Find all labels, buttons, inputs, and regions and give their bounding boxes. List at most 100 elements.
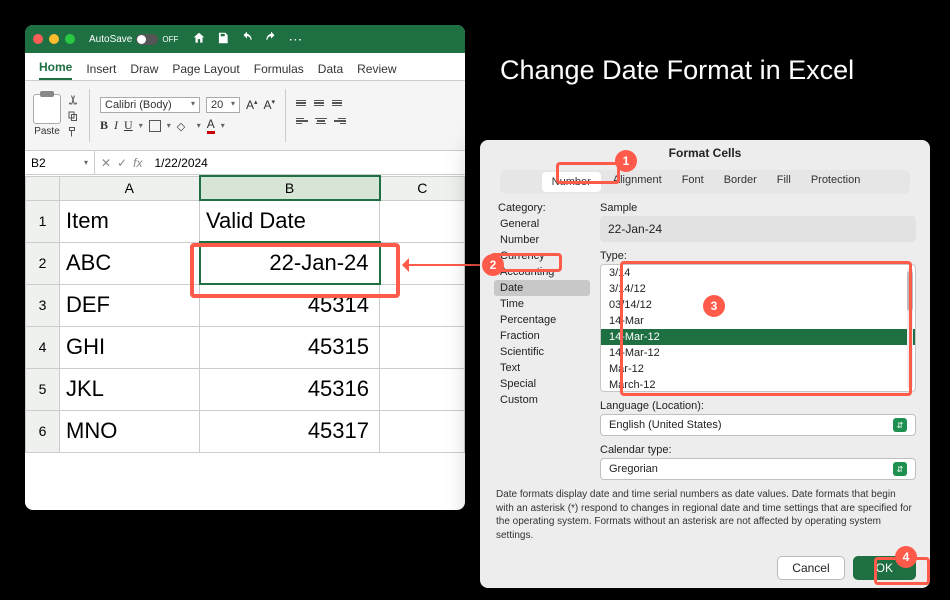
- cat-item[interactable]: Fraction: [494, 328, 590, 344]
- tab-fill[interactable]: Fill: [767, 170, 801, 194]
- tab-data[interactable]: Data: [318, 62, 343, 80]
- ok-button[interactable]: OK: [853, 556, 916, 580]
- alignment-group[interactable]: [296, 100, 346, 132]
- cell[interactable]: 45317: [200, 410, 380, 452]
- cell[interactable]: [380, 368, 465, 410]
- type-item[interactable]: 03/14/12: [601, 297, 915, 313]
- select-all-corner[interactable]: [26, 176, 60, 200]
- cat-item[interactable]: Time: [494, 296, 590, 312]
- col-header-a[interactable]: A: [60, 176, 200, 200]
- increase-font-icon[interactable]: A▴: [246, 98, 258, 112]
- tab-border[interactable]: Border: [714, 170, 767, 194]
- type-item[interactable]: 14-Mar-12: [601, 345, 915, 361]
- decrease-font-icon[interactable]: A▾: [264, 98, 276, 112]
- cell[interactable]: [380, 410, 465, 452]
- type-item[interactable]: 3/14/12: [601, 281, 915, 297]
- minimize-icon[interactable]: [49, 34, 59, 44]
- tab-protection[interactable]: Protection: [801, 170, 871, 194]
- cat-item[interactable]: Percentage: [494, 312, 590, 328]
- cell[interactable]: 45314: [200, 284, 380, 326]
- cat-item[interactable]: Number: [494, 232, 590, 248]
- copy-icon[interactable]: [67, 110, 79, 122]
- row-header[interactable]: 6: [26, 410, 60, 452]
- col-header-b[interactable]: B: [200, 176, 380, 200]
- type-item[interactable]: Mar-12: [601, 361, 915, 377]
- type-item[interactable]: 14-Mar: [601, 313, 915, 329]
- tab-formulas[interactable]: Formulas: [254, 62, 304, 80]
- type-list[interactable]: 3/14 3/14/12 03/14/12 14-Mar 14-Mar-12 1…: [600, 264, 916, 392]
- cat-item[interactable]: General: [494, 216, 590, 232]
- cell[interactable]: JKL: [60, 368, 200, 410]
- col-header-c[interactable]: C: [380, 176, 465, 200]
- cell[interactable]: ABC: [60, 242, 200, 284]
- cat-item[interactable]: Accounting: [494, 264, 590, 280]
- cell[interactable]: 45315: [200, 326, 380, 368]
- autosave-toggle[interactable]: AutoSave OFF: [89, 34, 178, 45]
- cat-item[interactable]: Currency: [494, 248, 590, 264]
- cell[interactable]: [380, 284, 465, 326]
- cell[interactable]: DEF: [60, 284, 200, 326]
- name-box[interactable]: B2▾: [25, 151, 95, 174]
- cat-item-selected[interactable]: Date: [494, 280, 590, 296]
- home-icon[interactable]: [192, 31, 206, 45]
- save-icon[interactable]: [216, 31, 230, 45]
- cell[interactable]: 45316: [200, 368, 380, 410]
- type-item[interactable]: March-12: [601, 377, 915, 392]
- cell[interactable]: Item: [60, 200, 200, 242]
- type-item-selected[interactable]: 14-Mar-12: [601, 329, 915, 345]
- cell[interactable]: [380, 200, 465, 242]
- tab-page-layout[interactable]: Page Layout: [172, 62, 239, 80]
- cell-selected[interactable]: 22-Jan-24: [200, 242, 380, 284]
- formula-bar[interactable]: 1/22/2024: [148, 156, 207, 170]
- format-painter-icon[interactable]: [67, 126, 79, 138]
- undo-icon[interactable]: [240, 31, 254, 45]
- cell[interactable]: [380, 326, 465, 368]
- border-icon[interactable]: [149, 120, 161, 132]
- bold-button[interactable]: B: [100, 118, 108, 133]
- tab-home[interactable]: Home: [39, 60, 72, 80]
- paste-icon[interactable]: [33, 94, 61, 124]
- font-size-select[interactable]: 20▾: [206, 97, 240, 113]
- maximize-icon[interactable]: [65, 34, 75, 44]
- cat-item[interactable]: Special: [494, 376, 590, 392]
- cat-item[interactable]: Custom: [494, 392, 590, 408]
- row-header[interactable]: 3: [26, 284, 60, 326]
- cell[interactable]: GHI: [60, 326, 200, 368]
- row-header[interactable]: 5: [26, 368, 60, 410]
- toggle-off-icon[interactable]: [136, 34, 158, 45]
- tab-draw[interactable]: Draw: [130, 62, 158, 80]
- cut-icon[interactable]: [67, 94, 79, 106]
- cancel-button[interactable]: Cancel: [777, 556, 844, 580]
- cell[interactable]: [380, 242, 465, 284]
- underline-button[interactable]: U: [124, 118, 133, 133]
- type-item[interactable]: 3/14: [601, 265, 915, 281]
- language-select[interactable]: English (United States)⇵: [600, 414, 916, 436]
- row-header[interactable]: 2: [26, 242, 60, 284]
- underline-dropdown-icon[interactable]: ▾: [139, 121, 143, 130]
- cell[interactable]: Valid Date: [200, 200, 380, 242]
- tab-number[interactable]: Number: [542, 172, 601, 192]
- fill-color-icon[interactable]: ◇: [177, 120, 191, 132]
- more-icon[interactable]: ⋯: [288, 31, 302, 48]
- cancel-entry-icon[interactable]: ✕: [101, 156, 111, 170]
- calendar-type-select[interactable]: Gregorian⇵: [600, 458, 916, 480]
- category-list[interactable]: General Number Currency Accounting Date …: [494, 216, 590, 408]
- row-header[interactable]: 1: [26, 200, 60, 242]
- cat-item[interactable]: Scientific: [494, 344, 590, 360]
- cell[interactable]: MNO: [60, 410, 200, 452]
- redo-icon[interactable]: [264, 31, 278, 45]
- tab-font[interactable]: Font: [672, 170, 714, 194]
- font-name-select[interactable]: Calibri (Body)▾: [100, 97, 200, 113]
- fx-icon[interactable]: fx: [133, 156, 142, 170]
- scrollbar[interactable]: [907, 267, 913, 389]
- spreadsheet[interactable]: A B C 1 Item Valid Date 2 ABC 22-Jan-24 …: [25, 175, 465, 453]
- tab-alignment[interactable]: Alignment: [603, 170, 672, 194]
- italic-button[interactable]: I: [114, 118, 118, 133]
- confirm-entry-icon[interactable]: ✓: [117, 156, 127, 170]
- tab-review[interactable]: Review: [357, 62, 396, 80]
- close-icon[interactable]: [33, 34, 43, 44]
- cat-item[interactable]: Text: [494, 360, 590, 376]
- font-color-icon[interactable]: A: [207, 117, 215, 134]
- row-header[interactable]: 4: [26, 326, 60, 368]
- tab-insert[interactable]: Insert: [86, 62, 116, 80]
